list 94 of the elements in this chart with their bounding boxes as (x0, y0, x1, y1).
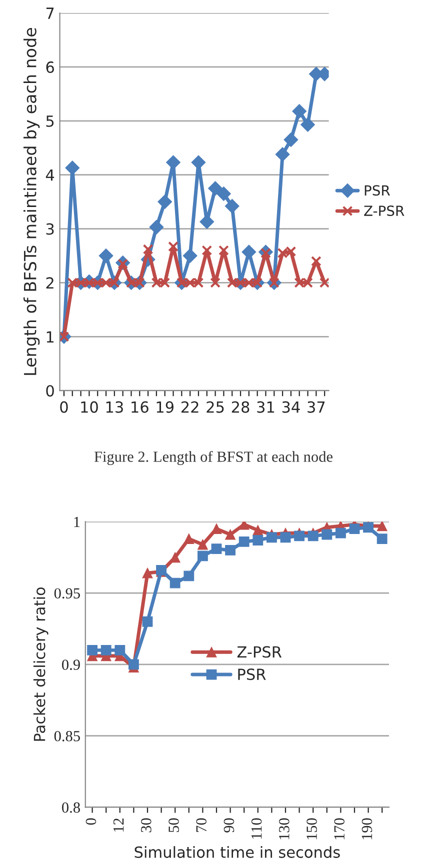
point (200, 214, 214, 229)
point (349, 524, 360, 534)
point (308, 530, 318, 542)
x-axis-title: Simulation time in seconds (134, 846, 340, 858)
point (184, 570, 194, 582)
point (114, 644, 126, 656)
x-tick-label: 31 (257, 401, 274, 413)
y-axis-title: Packet delicery ratio (33, 587, 48, 741)
point (242, 244, 256, 260)
point (149, 220, 164, 234)
point (208, 181, 223, 196)
y-tick-label: 1 (46, 331, 54, 342)
y-tick-label: 0.85 (54, 730, 80, 742)
point (260, 248, 271, 258)
x-tick-label: 37 (308, 401, 325, 413)
legend-label: PSR (238, 668, 266, 680)
point (128, 659, 139, 670)
legend-label: PSR (364, 185, 390, 196)
point (335, 528, 346, 538)
point (310, 256, 322, 266)
point (280, 532, 291, 543)
x-tick-label: 50 (168, 818, 179, 832)
legend-label: Z-PSR (364, 206, 404, 216)
point (210, 278, 221, 288)
y-tick-label: 6 (46, 61, 54, 73)
x-tick-label: 0 (86, 818, 96, 825)
point (211, 524, 222, 534)
point (191, 155, 206, 170)
point (284, 132, 298, 148)
point (142, 244, 154, 254)
point (197, 539, 208, 550)
point (211, 544, 222, 554)
y-tick-label: 4 (46, 170, 54, 181)
x-tick-label: 12 (113, 818, 124, 832)
point (294, 530, 305, 542)
point (376, 522, 388, 532)
x-tick-label: 16 (132, 401, 148, 413)
point (197, 550, 208, 562)
point (65, 160, 80, 176)
point (322, 529, 332, 540)
y-tick-label: 1 (74, 516, 80, 527)
y-tick-label: 0 (46, 385, 54, 397)
point (87, 644, 98, 656)
point (142, 568, 153, 578)
point (252, 535, 264, 546)
point (184, 534, 194, 544)
point (98, 248, 114, 263)
point (170, 578, 180, 588)
x-tick-label: 13 (106, 401, 123, 413)
y-tick-label: 5 (46, 116, 54, 127)
point (224, 198, 240, 214)
point (158, 194, 172, 210)
x-tick-label: 150 (306, 818, 317, 840)
point (300, 117, 315, 132)
point (202, 245, 212, 256)
x-tick-label: 25 (206, 401, 224, 413)
x-tick-label: 34 (282, 401, 300, 413)
point (266, 532, 277, 543)
point (100, 644, 112, 656)
x-tick-label: 190 (362, 818, 372, 840)
y-tick-label: 0.9 (62, 660, 80, 670)
x-tick-label: 19 (156, 401, 174, 413)
x-tick-label: 70 (196, 818, 207, 832)
x-tick-label: 170 (334, 818, 345, 840)
x-tick-label: 28 (232, 401, 250, 413)
y-tick-label: 0.8 (62, 802, 80, 813)
y-axis-title: Length of BFSTs maintinaed by each node (24, 28, 40, 375)
caption: Figure 2. Length of BFST at each node (94, 450, 332, 466)
x-tick-label: 22 (181, 401, 198, 413)
point (292, 104, 307, 118)
legend-label: Z-PSR (237, 646, 282, 658)
x-tick-label: 110 (251, 818, 262, 839)
x-tick-label: 10 (81, 401, 98, 413)
x-tick-label: 130 (279, 818, 290, 840)
point (218, 245, 229, 256)
point (216, 186, 231, 201)
point (168, 241, 178, 252)
point (225, 545, 236, 556)
point (275, 147, 290, 162)
point (238, 536, 250, 547)
point (319, 278, 329, 288)
point (225, 529, 236, 540)
y-tick-label: 0.95 (54, 588, 80, 599)
point (142, 616, 153, 627)
y-tick-label: 2 (46, 277, 54, 289)
point (376, 534, 388, 544)
y-tick-label: 7 (46, 8, 54, 19)
point (182, 248, 198, 263)
x-tick-label: 30 (141, 818, 152, 832)
y-tick-label: 3 (46, 223, 54, 235)
point (252, 525, 264, 536)
point (238, 522, 250, 530)
x-tick-label: 90 (224, 818, 234, 832)
point (166, 155, 180, 170)
